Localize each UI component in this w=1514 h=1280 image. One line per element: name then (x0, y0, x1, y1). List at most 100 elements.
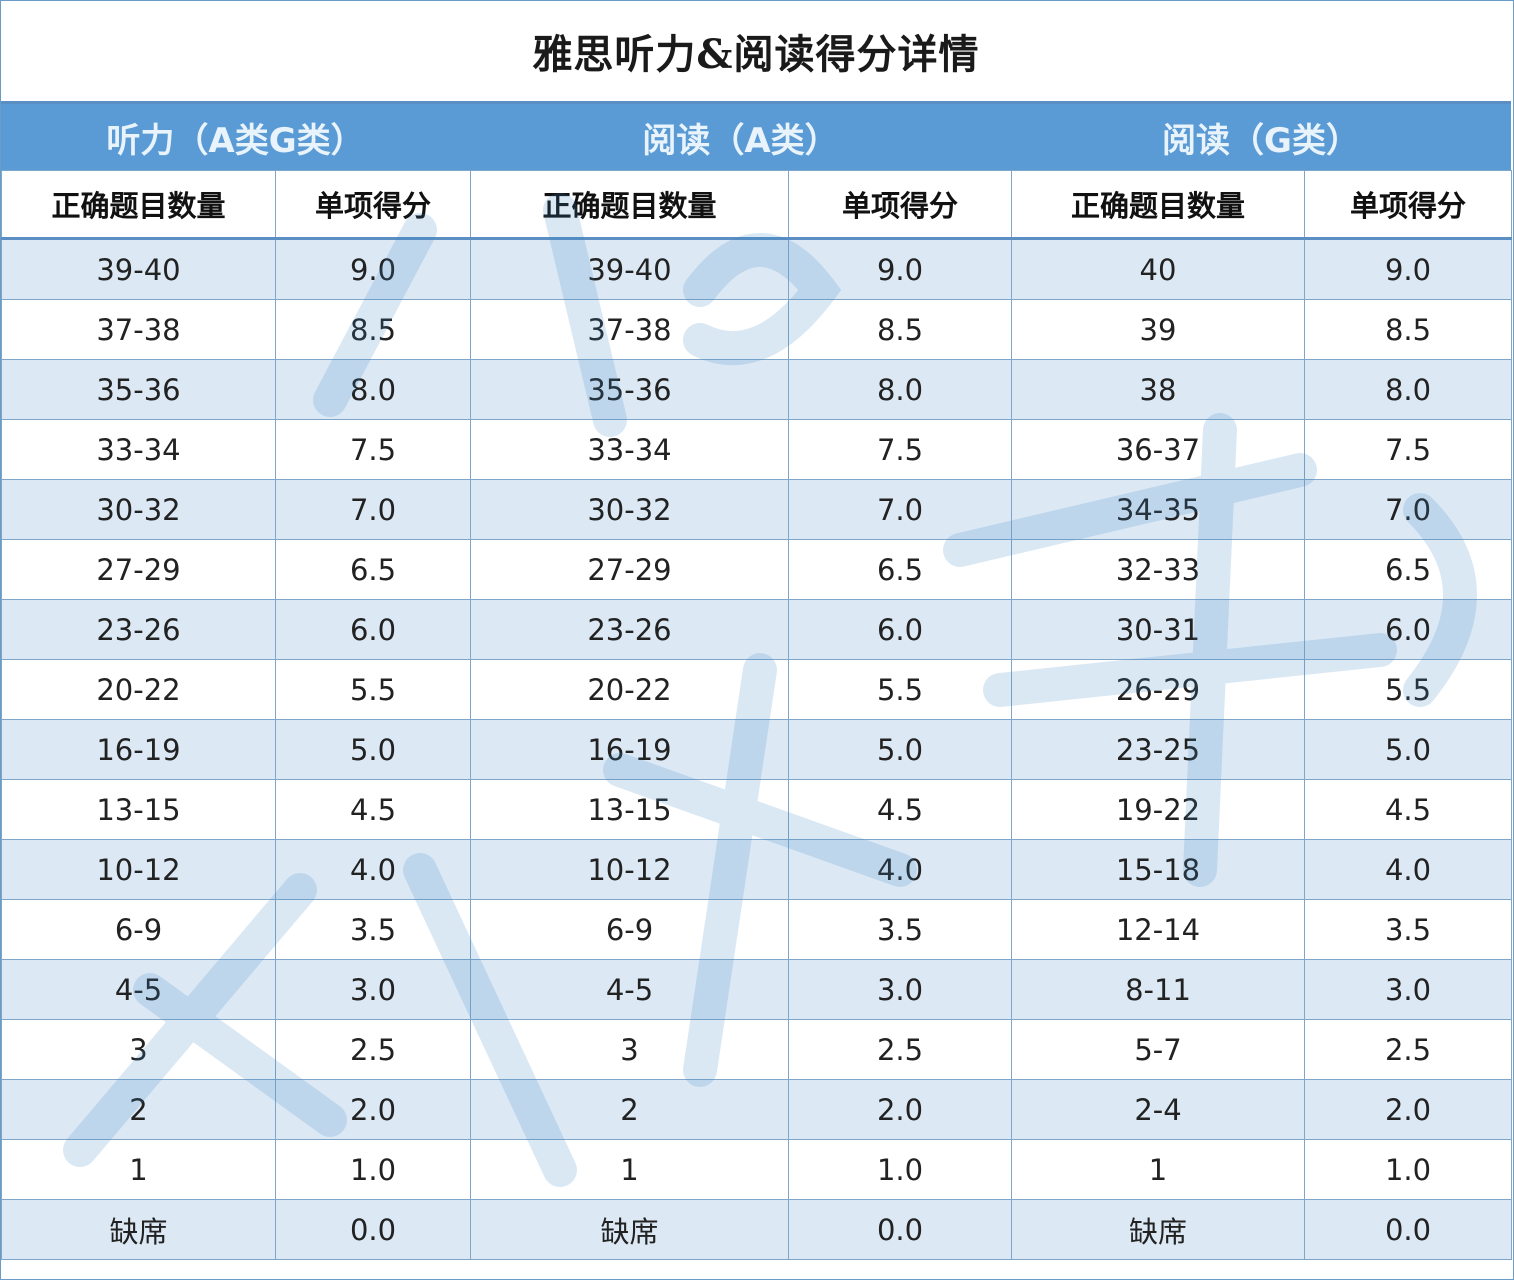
column-header: 正确题目数量 (1011, 170, 1305, 240)
table-row: 33-34 7.5 33-34 7.5 36-37 7.5 (1, 419, 1512, 480)
reading-academic-band-score: 4.5 (788, 779, 1012, 840)
reading-general-band-score: 4.0 (1304, 839, 1512, 900)
listening-correct-count: 1 (1, 1139, 276, 1200)
reading-academic-correct-count: 3 (470, 1019, 789, 1080)
reading-academic-correct-count: 16-19 (470, 719, 789, 780)
listening-band-score: 2.5 (275, 1019, 471, 1080)
table-row: 4-5 3.0 4-5 3.0 8-11 3.0 (1, 959, 1512, 1020)
listening-band-score: 6.5 (275, 539, 471, 600)
reading-academic-correct-count: 1 (470, 1139, 789, 1200)
reading-general-correct-count: 36-37 (1011, 419, 1305, 480)
listening-band-score: 6.0 (275, 599, 471, 660)
column-header: 正确题目数量 (470, 170, 789, 240)
listening-correct-count: 10-12 (1, 839, 276, 900)
table-row: 缺席 0.0 缺席 0.0 缺席 0.0 (1, 1199, 1512, 1260)
reading-general-correct-count: 34-35 (1011, 479, 1305, 540)
listening-band-score: 4.5 (275, 779, 471, 840)
table-row: 30-32 7.0 30-32 7.0 34-35 7.0 (1, 479, 1512, 540)
reading-academic-correct-count: 30-32 (470, 479, 789, 540)
reading-academic-correct-count: 35-36 (470, 359, 789, 420)
section-header-row: 听力（A类G类） 阅读（A类） 阅读（G类） (1, 104, 1511, 170)
listening-band-score: 5.0 (275, 719, 471, 780)
reading-general-band-score: 7.5 (1304, 419, 1512, 480)
reading-general-band-score: 5.5 (1304, 659, 1512, 720)
listening-band-score: 3.5 (275, 899, 471, 960)
column-header-row: 正确题目数量 单项得分 正确题目数量 单项得分 正确题目数量 单项得分 (1, 170, 1512, 240)
page-title: 雅思听力&阅读得分详情 (1, 1, 1511, 104)
reading-general-band-score: 3.0 (1304, 959, 1512, 1020)
reading-general-band-score: 6.0 (1304, 599, 1512, 660)
reading-academic-correct-count: 20-22 (470, 659, 789, 720)
listening-band-score: 4.0 (275, 839, 471, 900)
reading-general-band-score: 6.5 (1304, 539, 1512, 600)
table-row: 39-40 9.0 39-40 9.0 40 9.0 (1, 238, 1512, 300)
table-row: 27-29 6.5 27-29 6.5 32-33 6.5 (1, 539, 1512, 600)
table-row: 3 2.5 3 2.5 5-7 2.5 (1, 1019, 1512, 1080)
reading-general-band-score: 8.5 (1304, 299, 1512, 360)
reading-general-band-score: 1.0 (1304, 1139, 1512, 1200)
reading-academic-band-score: 3.5 (788, 899, 1012, 960)
reading-general-band-score: 3.5 (1304, 899, 1512, 960)
reading-general-band-score: 5.0 (1304, 719, 1512, 780)
reading-academic-band-score: 0.0 (788, 1199, 1012, 1260)
reading-general-band-score: 2.0 (1304, 1079, 1512, 1140)
listening-correct-count: 39-40 (1, 238, 276, 300)
listening-band-score: 3.0 (275, 959, 471, 1020)
listening-correct-count: 2 (1, 1079, 276, 1140)
table-row: 6-9 3.5 6-9 3.5 12-14 3.5 (1, 899, 1512, 960)
reading-academic-band-score: 5.0 (788, 719, 1012, 780)
listening-band-score: 8.0 (275, 359, 471, 420)
reading-academic-band-score: 8.5 (788, 299, 1012, 360)
reading-general-correct-count: 39 (1011, 299, 1305, 360)
table-row: 37-38 8.5 37-38 8.5 39 8.5 (1, 299, 1512, 360)
reading-academic-correct-count: 13-15 (470, 779, 789, 840)
reading-general-band-score: 7.0 (1304, 479, 1512, 540)
reading-academic-band-score: 6.5 (788, 539, 1012, 600)
listening-correct-count: 23-26 (1, 599, 276, 660)
reading-general-correct-count: 15-18 (1011, 839, 1305, 900)
listening-correct-count: 3 (1, 1019, 276, 1080)
reading-general-correct-count: 8-11 (1011, 959, 1305, 1020)
reading-academic-band-score: 3.0 (788, 959, 1012, 1020)
section-reading-academic: 阅读（A类） (642, 120, 839, 161)
listening-correct-count: 30-32 (1, 479, 276, 540)
column-header: 单项得分 (788, 170, 1012, 240)
listening-band-score: 0.0 (275, 1199, 471, 1260)
reading-general-band-score: 9.0 (1304, 238, 1512, 300)
reading-academic-band-score: 8.0 (788, 359, 1012, 420)
listening-band-score: 5.5 (275, 659, 471, 720)
listening-band-score: 8.5 (275, 299, 471, 360)
table-row: 23-26 6.0 23-26 6.0 30-31 6.0 (1, 599, 1512, 660)
reading-general-correct-count: 2-4 (1011, 1079, 1305, 1140)
listening-correct-count: 37-38 (1, 299, 276, 360)
reading-general-correct-count: 12-14 (1011, 899, 1305, 960)
reading-academic-band-score: 5.5 (788, 659, 1012, 720)
reading-academic-correct-count: 缺席 (470, 1199, 789, 1260)
reading-academic-correct-count: 23-26 (470, 599, 789, 660)
column-header: 单项得分 (275, 170, 471, 240)
listening-band-score: 2.0 (275, 1079, 471, 1140)
column-header: 单项得分 (1304, 170, 1512, 240)
table-row: 35-36 8.0 35-36 8.0 38 8.0 (1, 359, 1512, 420)
reading-general-band-score: 4.5 (1304, 779, 1512, 840)
reading-general-correct-count: 30-31 (1011, 599, 1305, 660)
listening-correct-count: 27-29 (1, 539, 276, 600)
table-row: 10-12 4.0 10-12 4.0 15-18 4.0 (1, 839, 1512, 900)
listening-correct-count: 4-5 (1, 959, 276, 1020)
reading-general-correct-count: 23-25 (1011, 719, 1305, 780)
table-row: 2 2.0 2 2.0 2-4 2.0 (1, 1079, 1512, 1140)
listening-correct-count: 33-34 (1, 419, 276, 480)
reading-general-correct-count: 19-22 (1011, 779, 1305, 840)
reading-general-correct-count: 32-33 (1011, 539, 1305, 600)
reading-general-band-score: 2.5 (1304, 1019, 1512, 1080)
reading-academic-band-score: 9.0 (788, 238, 1012, 300)
listening-correct-count: 16-19 (1, 719, 276, 780)
reading-general-correct-count: 38 (1011, 359, 1305, 420)
reading-academic-band-score: 2.5 (788, 1019, 1012, 1080)
listening-band-score: 9.0 (275, 238, 471, 300)
listening-correct-count: 35-36 (1, 359, 276, 420)
reading-academic-band-score: 2.0 (788, 1079, 1012, 1140)
section-listening: 听力（A类G类） (106, 120, 365, 161)
listening-correct-count: 20-22 (1, 659, 276, 720)
reading-academic-correct-count: 37-38 (470, 299, 789, 360)
